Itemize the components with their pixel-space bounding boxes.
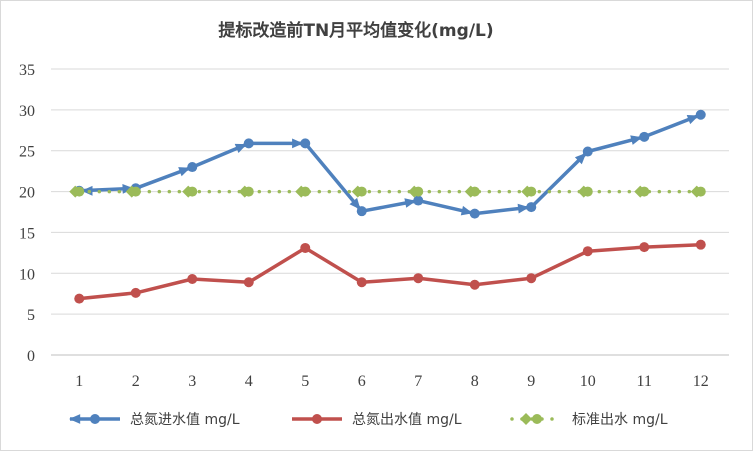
y-tick-label: 15 bbox=[19, 225, 35, 242]
legend-label: 标准出水 mg/L bbox=[572, 412, 668, 428]
x-tick-label: 7 bbox=[414, 373, 422, 390]
data-point bbox=[300, 242, 311, 253]
x-tick-label: 10 bbox=[580, 373, 596, 390]
data-point bbox=[469, 208, 480, 219]
legend-marker bbox=[90, 414, 100, 424]
x-tick-label: 6 bbox=[358, 373, 366, 390]
data-point bbox=[413, 273, 424, 284]
y-axis-ticks: 0 5 10 15 20 25 30 35 bbox=[19, 62, 35, 365]
data-point bbox=[187, 274, 198, 285]
arrow-marker bbox=[686, 115, 699, 125]
data-point bbox=[74, 186, 85, 197]
x-tick-label: 4 bbox=[245, 373, 253, 390]
x-tick-label: 1 bbox=[75, 373, 83, 390]
legend: 总氮进水值 mg/L 总氮出水值 mg/L 标准出水 mg/L bbox=[69, 412, 668, 428]
y-tick-label: 25 bbox=[19, 144, 35, 161]
legend-arrow bbox=[69, 414, 81, 424]
legend-diamond bbox=[520, 413, 532, 425]
data-point bbox=[187, 186, 198, 197]
series-layer bbox=[69, 109, 706, 304]
series-1 bbox=[74, 109, 706, 219]
y-tick-label: 30 bbox=[19, 103, 35, 120]
legend-label: 总氮进水值 mg/L bbox=[130, 412, 240, 428]
data-point bbox=[582, 146, 593, 157]
arrow-marker bbox=[630, 135, 643, 145]
arrow-marker bbox=[178, 167, 191, 177]
arrow-marker bbox=[574, 152, 587, 165]
data-point bbox=[413, 186, 424, 197]
data-point bbox=[582, 186, 593, 197]
data-point bbox=[356, 186, 367, 197]
data-point bbox=[356, 277, 367, 288]
data-point bbox=[356, 206, 367, 217]
chart-title: 提标改造前TN月平均值变化(mg/L) bbox=[218, 20, 493, 41]
arrow-marker bbox=[517, 203, 530, 214]
arrow-marker bbox=[292, 138, 304, 149]
grid-layer bbox=[51, 68, 729, 356]
y-tick-label: 10 bbox=[19, 266, 35, 283]
x-tick-label: 11 bbox=[637, 373, 652, 390]
data-point bbox=[695, 186, 706, 197]
x-tick-label: 8 bbox=[471, 373, 479, 390]
data-point bbox=[639, 131, 650, 142]
x-tick-label: 12 bbox=[693, 373, 709, 390]
legend-marker bbox=[312, 414, 322, 424]
x-tick-label: 5 bbox=[301, 373, 309, 390]
x-tick-label: 2 bbox=[132, 373, 140, 390]
data-point bbox=[413, 195, 424, 206]
series-line bbox=[79, 113, 702, 216]
x-axis-ticks: 1 2 3 4 5 6 7 8 9 10 11 12 bbox=[75, 373, 709, 390]
legend-marker bbox=[532, 414, 542, 424]
data-point bbox=[469, 279, 480, 290]
series-2 bbox=[74, 239, 706, 304]
data-point bbox=[695, 239, 706, 250]
y-tick-label: 0 bbox=[27, 348, 35, 365]
data-point bbox=[526, 273, 537, 284]
data-point bbox=[243, 186, 254, 197]
arrow-marker bbox=[122, 184, 134, 194]
arrow-marker bbox=[349, 197, 361, 210]
data-point bbox=[243, 277, 254, 288]
x-tick-label: 3 bbox=[188, 373, 196, 390]
arrow-marker bbox=[234, 143, 247, 153]
data-point bbox=[582, 246, 593, 257]
x-tick-label: 9 bbox=[527, 373, 535, 390]
data-point bbox=[187, 162, 198, 173]
data-point bbox=[526, 202, 537, 213]
legend-item-2: 总氮出水值 mg/L bbox=[292, 412, 462, 428]
data-point bbox=[300, 138, 311, 149]
data-point bbox=[243, 138, 254, 149]
data-point bbox=[130, 186, 141, 197]
data-point bbox=[300, 186, 311, 197]
series-3 bbox=[69, 185, 706, 198]
data-point bbox=[469, 186, 480, 197]
data-point bbox=[526, 186, 537, 197]
series-line bbox=[79, 242, 701, 301]
y-tick-label: 20 bbox=[19, 185, 35, 202]
legend-item-1: 总氮进水值 mg/L bbox=[69, 412, 240, 428]
data-point bbox=[639, 186, 650, 197]
data-point bbox=[639, 242, 650, 253]
data-point bbox=[130, 287, 141, 298]
data-point bbox=[695, 109, 706, 120]
y-tick-label: 35 bbox=[19, 62, 35, 79]
data-point bbox=[74, 293, 85, 304]
legend-item-3: 标准出水 mg/L bbox=[510, 412, 668, 428]
y-tick-label: 5 bbox=[27, 307, 35, 324]
legend-label: 总氮出水值 mg/L bbox=[352, 412, 462, 428]
